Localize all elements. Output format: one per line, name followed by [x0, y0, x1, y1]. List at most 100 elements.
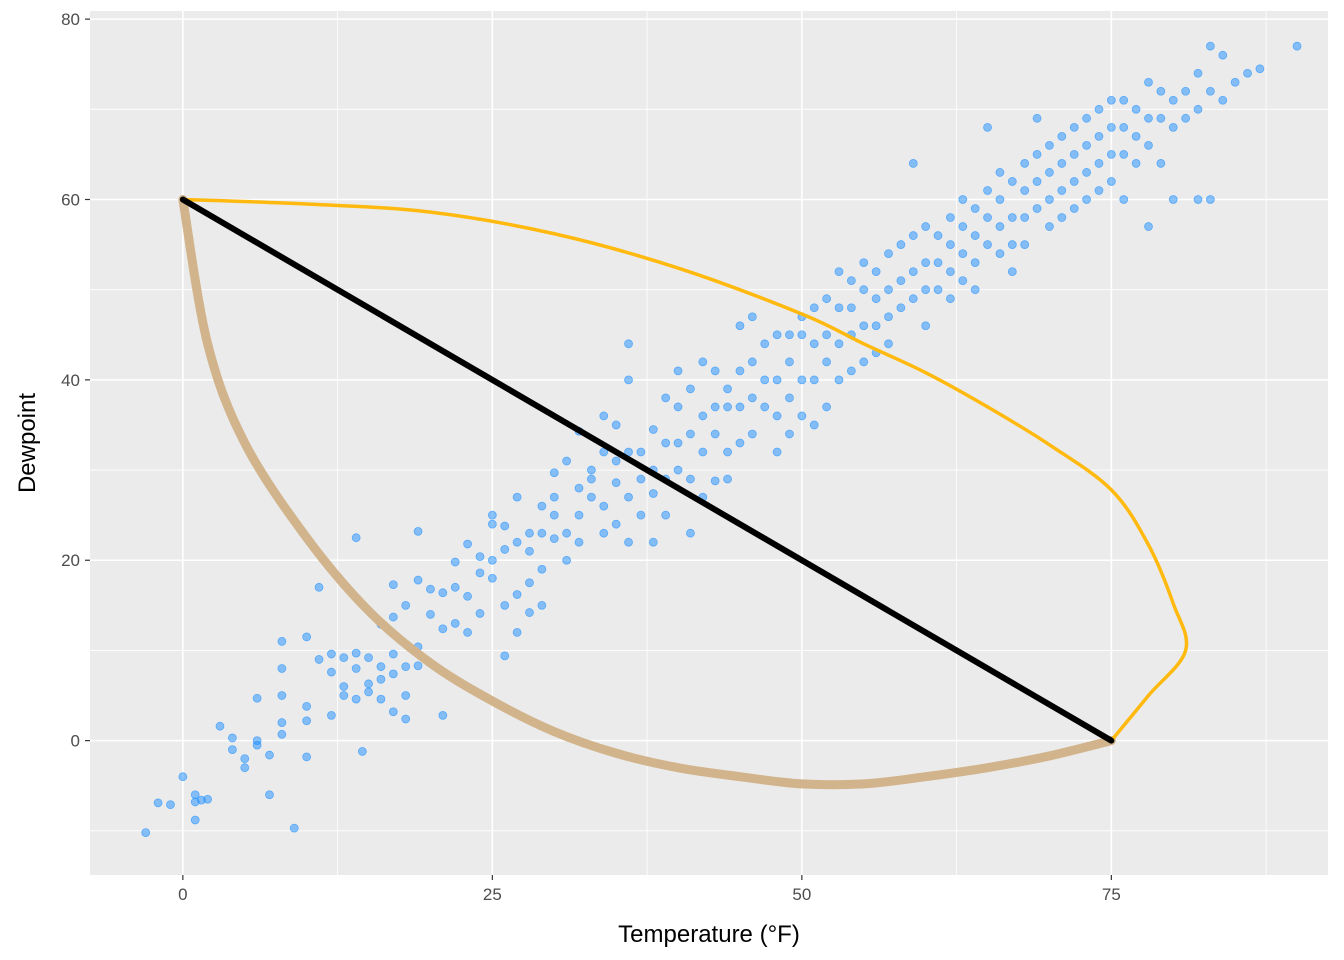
data-point	[549, 492, 559, 502]
data-point	[438, 710, 448, 720]
data-point	[562, 555, 572, 565]
data-point	[500, 545, 510, 554]
data-point	[1131, 131, 1141, 141]
data-point	[723, 384, 732, 394]
data-point	[747, 393, 757, 403]
data-point	[648, 425, 658, 434]
data-point	[339, 682, 349, 691]
data-point	[785, 330, 794, 340]
major-gridlines	[90, 11, 1328, 875]
data-point	[1069, 122, 1079, 132]
data-point	[970, 231, 980, 240]
data-point	[797, 411, 807, 421]
data-point	[1057, 186, 1067, 195]
data-point	[958, 276, 968, 286]
data-point	[673, 402, 683, 412]
data-point	[376, 694, 386, 704]
data-point	[376, 674, 386, 684]
data-point	[1020, 240, 1030, 249]
data-point	[1094, 159, 1104, 168]
data-point	[1069, 204, 1079, 213]
data-point	[834, 303, 844, 313]
data-point	[475, 568, 485, 578]
data-point	[562, 456, 572, 466]
data-point	[1144, 77, 1153, 87]
data-point	[933, 285, 943, 295]
y-axis: 0 20 40 60 80	[61, 10, 90, 751]
data-point	[1045, 140, 1054, 150]
data-point	[1106, 122, 1116, 132]
data-point	[834, 267, 844, 277]
x-tick-label: 25	[483, 885, 502, 904]
data-point	[1205, 41, 1215, 51]
data-point	[624, 339, 633, 349]
data-point	[537, 564, 547, 574]
data-point	[537, 600, 547, 610]
data-point	[859, 285, 869, 295]
data-point	[1032, 204, 1042, 213]
data-point	[512, 627, 522, 637]
data-point	[760, 402, 770, 412]
data-point	[1292, 41, 1302, 51]
data-point	[1243, 68, 1252, 78]
data-point	[463, 539, 472, 549]
data-point	[302, 716, 312, 726]
data-point	[388, 669, 398, 679]
data-point	[277, 637, 287, 646]
data-point	[1181, 113, 1191, 123]
data-point	[1094, 104, 1104, 114]
data-point	[970, 204, 980, 213]
data-point	[537, 501, 547, 511]
data-point	[686, 429, 695, 439]
data-point	[574, 510, 584, 520]
data-point	[921, 222, 931, 231]
data-point	[327, 667, 336, 677]
data-point	[549, 468, 559, 478]
data-point	[710, 402, 720, 412]
data-point	[723, 402, 732, 412]
data-point	[1230, 77, 1240, 87]
data-point	[401, 691, 411, 700]
data-point	[1144, 140, 1153, 150]
data-point	[772, 330, 782, 340]
data-point	[624, 375, 633, 385]
data-point	[549, 534, 559, 543]
data-point	[686, 474, 695, 484]
data-point	[735, 321, 745, 331]
data-point	[871, 294, 881, 304]
data-point	[735, 366, 745, 376]
data-point	[958, 195, 968, 204]
data-point	[1156, 113, 1166, 123]
data-point	[1119, 122, 1129, 132]
data-point	[747, 312, 757, 322]
data-point	[648, 537, 658, 547]
data-point	[760, 375, 770, 385]
data-point	[413, 526, 423, 536]
y-tick-label: 40	[61, 371, 80, 390]
data-point	[302, 701, 312, 711]
data-point	[1218, 95, 1228, 105]
data-point	[735, 438, 745, 448]
data-point	[512, 590, 522, 599]
data-point	[946, 213, 955, 222]
scatter-points	[141, 41, 1302, 838]
data-point	[141, 828, 151, 838]
data-point	[351, 694, 361, 704]
data-point	[908, 294, 918, 304]
data-point	[364, 687, 373, 697]
data-point	[401, 714, 411, 724]
data-point	[871, 321, 881, 331]
data-point	[1168, 95, 1178, 105]
data-point	[624, 537, 633, 547]
data-point	[921, 321, 931, 331]
data-point	[958, 222, 968, 231]
data-point	[475, 552, 485, 562]
data-point	[178, 772, 188, 782]
data-point	[1032, 113, 1042, 123]
data-point	[884, 285, 893, 295]
upper-curve	[181, 197, 1189, 743]
data-point	[636, 447, 646, 457]
data-point	[252, 740, 262, 750]
data-point	[1144, 222, 1153, 231]
